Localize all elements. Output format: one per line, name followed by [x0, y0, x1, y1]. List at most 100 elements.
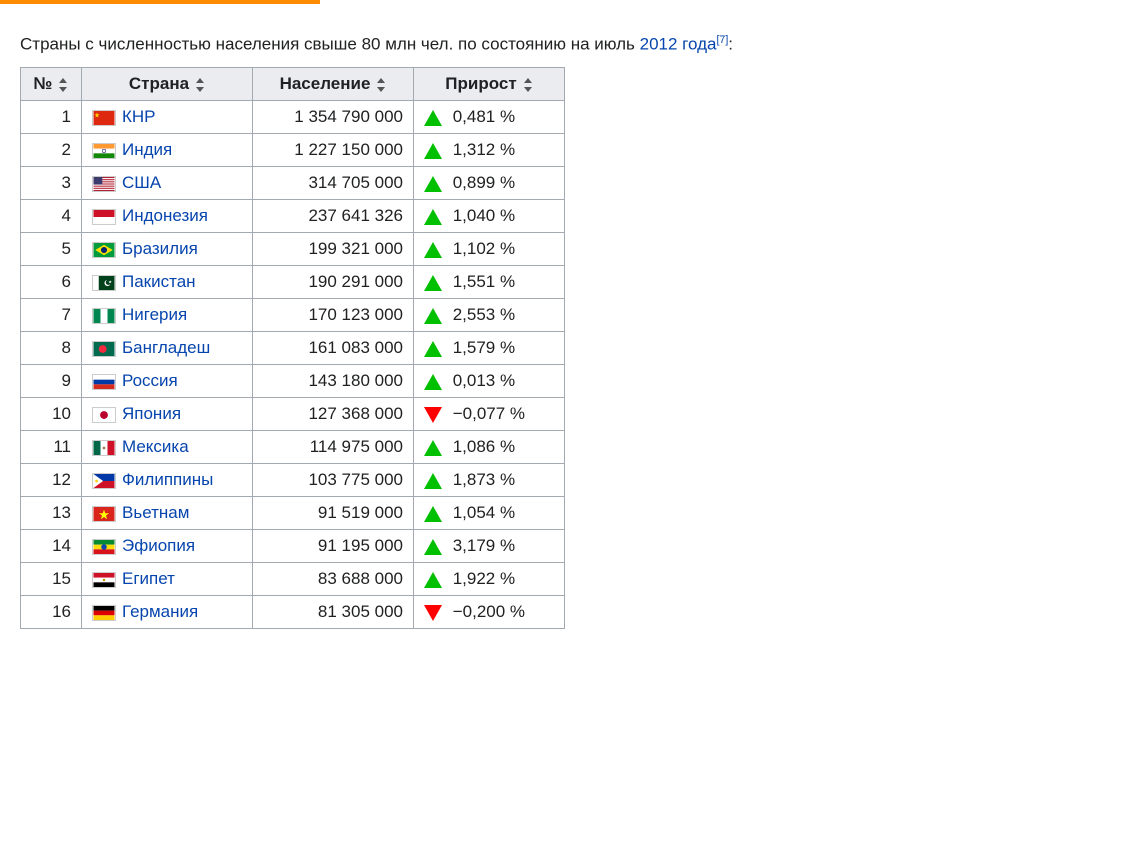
population-cell: 114 975 000: [253, 431, 414, 464]
growth-value: −0,077 %: [448, 404, 525, 423]
intro-suffix: :: [728, 35, 733, 54]
flag-icon: [92, 605, 116, 621]
progress-bar: [0, 0, 320, 4]
country-link[interactable]: Бангладеш: [122, 338, 210, 357]
country-link[interactable]: Германия: [122, 602, 198, 621]
growth-cell: 1,922 %: [414, 563, 565, 596]
rank-cell: 8: [21, 332, 82, 365]
country-cell: Эфиопия: [82, 530, 253, 563]
country-cell: Нигерия: [82, 299, 253, 332]
growth-cell: 0,899 %: [414, 167, 565, 200]
country-link[interactable]: Япония: [122, 404, 181, 423]
growth-value: 1,054 %: [448, 503, 515, 522]
country-cell: Германия: [82, 596, 253, 629]
year-link[interactable]: 2012 года: [640, 35, 717, 54]
country-link[interactable]: Вьетнам: [122, 503, 189, 522]
increase-icon: [424, 506, 442, 522]
country-cell: Филиппины: [82, 464, 253, 497]
rank-cell: 10: [21, 398, 82, 431]
table-row: 9Россия143 180 000 0,013 %: [21, 365, 565, 398]
table-row: 14Эфиопия91 195 000 3,179 %: [21, 530, 565, 563]
table-row: 8 Бангладеш 161 083 000 1,579 %: [21, 332, 565, 365]
country-cell: Индонезия: [82, 200, 253, 233]
country-cell: Россия: [82, 365, 253, 398]
growth-cell: 1,873 %: [414, 464, 565, 497]
citation[interactable]: [7]: [716, 31, 728, 47]
population-cell: 83 688 000: [253, 563, 414, 596]
rank-cell: 3: [21, 167, 82, 200]
table-row: 11Мексика114 975 000 1,086 %: [21, 431, 565, 464]
growth-cell: 1,579 %: [414, 332, 565, 365]
rank-cell: 4: [21, 200, 82, 233]
rank-cell: 7: [21, 299, 82, 332]
increase-icon: [424, 374, 442, 390]
country-link[interactable]: Россия: [122, 371, 178, 390]
country-link[interactable]: Эфиопия: [122, 536, 195, 555]
growth-value: 1,102 %: [448, 239, 515, 258]
col-header-country[interactable]: Страна: [82, 68, 253, 101]
increase-icon: [424, 242, 442, 258]
rank-cell: 16: [21, 596, 82, 629]
table-row: 15 Египет 83 688 000 1,922 %: [21, 563, 565, 596]
table-row: 1КНР1 354 790 000 0,481 %: [21, 101, 565, 134]
growth-cell: −0,200 %: [414, 596, 565, 629]
increase-icon: [424, 308, 442, 324]
col-header-population[interactable]: Население: [253, 68, 414, 101]
table-row: 5Бразилия199 321 000 1,102 %: [21, 233, 565, 266]
flag-icon: [92, 539, 116, 555]
col-header-rank[interactable]: №: [21, 68, 82, 101]
growth-value: 1,312 %: [448, 140, 515, 159]
country-link[interactable]: КНР: [122, 107, 156, 126]
population-cell: 161 083 000: [253, 332, 414, 365]
country-link[interactable]: Мексика: [122, 437, 189, 456]
table-row: 4Индонезия237 641 326 1,040 %: [21, 200, 565, 233]
flag-icon: [92, 176, 116, 192]
rank-cell: 15: [21, 563, 82, 596]
rank-cell: 1: [21, 101, 82, 134]
country-cell: Египет: [82, 563, 253, 596]
growth-value: 1,922 %: [448, 569, 515, 588]
country-link[interactable]: Филиппины: [122, 470, 213, 489]
increase-icon: [424, 341, 442, 357]
growth-value: 1,040 %: [448, 206, 515, 225]
country-link[interactable]: Нигерия: [122, 305, 187, 324]
growth-value: 1,086 %: [448, 437, 515, 456]
country-link[interactable]: Индия: [122, 140, 172, 159]
population-cell: 81 305 000: [253, 596, 414, 629]
population-cell: 314 705 000: [253, 167, 414, 200]
col-header-growth[interactable]: Прирост: [414, 68, 565, 101]
country-link[interactable]: Бразилия: [122, 239, 198, 258]
country-link[interactable]: Индонезия: [122, 206, 208, 225]
population-cell: 91 195 000: [253, 530, 414, 563]
country-cell: Бразилия: [82, 233, 253, 266]
country-cell: КНР: [82, 101, 253, 134]
table-row: 2Индия1 227 150 000 1,312 %: [21, 134, 565, 167]
increase-icon: [424, 572, 442, 588]
population-cell: 1 227 150 000: [253, 134, 414, 167]
population-cell: 1 354 790 000: [253, 101, 414, 134]
flag-icon: [92, 473, 116, 489]
population-cell: 91 519 000: [253, 497, 414, 530]
country-link[interactable]: Египет: [122, 569, 175, 588]
growth-cell: 1,054 %: [414, 497, 565, 530]
growth-value: 1,551 %: [448, 272, 515, 291]
country-cell: Вьетнам: [82, 497, 253, 530]
table-row: 16 Германия 81 305 000 −0,200 %: [21, 596, 565, 629]
flag-icon: [92, 341, 116, 357]
population-cell: 170 123 000: [253, 299, 414, 332]
country-cell: Пакистан: [82, 266, 253, 299]
increase-icon: [424, 209, 442, 225]
increase-icon: [424, 440, 442, 456]
rank-cell: 14: [21, 530, 82, 563]
growth-cell: 1,551 %: [414, 266, 565, 299]
growth-value: 1,873 %: [448, 470, 515, 489]
growth-value: 1,579 %: [448, 338, 515, 357]
flag-icon: [92, 209, 116, 225]
increase-icon: [424, 143, 442, 159]
sort-icon: [58, 78, 68, 92]
increase-icon: [424, 539, 442, 555]
country-link[interactable]: США: [122, 173, 161, 192]
country-cell: Индия: [82, 134, 253, 167]
country-link[interactable]: Пакистан: [122, 272, 196, 291]
growth-value: 0,899 %: [448, 173, 515, 192]
